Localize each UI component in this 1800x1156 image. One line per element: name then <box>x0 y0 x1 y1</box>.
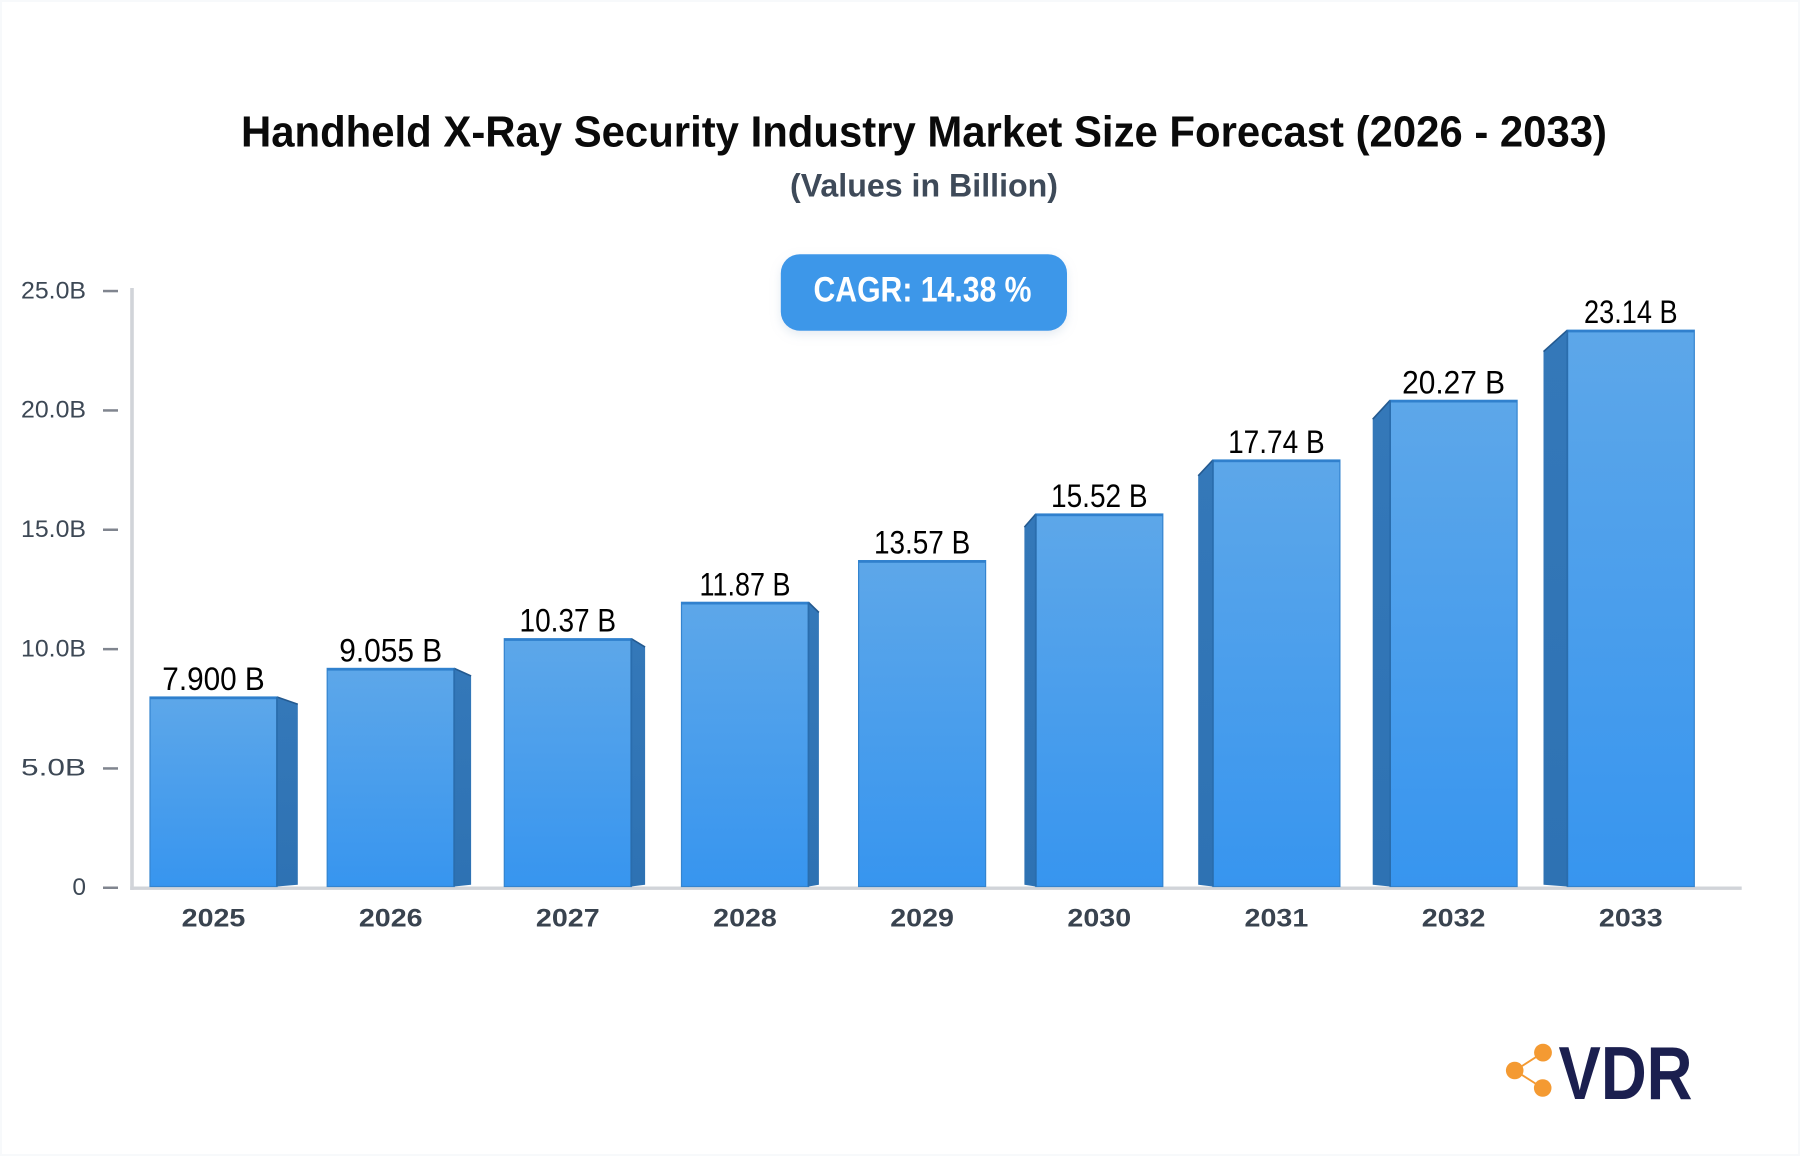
svg-text:2030: 2030 <box>1067 905 1131 933</box>
svg-text:2025: 2025 <box>182 905 246 933</box>
svg-text:Handheld X-Ray Security Indust: Handheld X-Ray Security Industry Market … <box>241 108 1607 157</box>
svg-text:VDR: VDR <box>1559 1031 1693 1115</box>
svg-text:7.900 B: 7.900 B <box>162 661 264 697</box>
svg-text:2029: 2029 <box>890 905 954 933</box>
svg-text:17.74 B: 17.74 B <box>1228 424 1325 460</box>
svg-text:2031: 2031 <box>1245 905 1309 933</box>
svg-text:15.52 B: 15.52 B <box>1051 478 1148 514</box>
svg-text:2027: 2027 <box>536 905 600 933</box>
svg-text:2032: 2032 <box>1422 905 1486 933</box>
svg-text:15.0B: 15.0B <box>21 516 86 543</box>
svg-text:25.0B: 25.0B <box>21 277 86 304</box>
svg-text:(Values in Billion): (Values in Billion) <box>790 168 1058 204</box>
svg-text:20.27 B: 20.27 B <box>1402 364 1505 400</box>
svg-text:5.0B: 5.0B <box>21 755 86 782</box>
svg-text:10.37 B: 10.37 B <box>520 603 617 639</box>
svg-text:2026: 2026 <box>359 905 423 933</box>
svg-text:CAGR: 14.38 %: CAGR: 14.38 % <box>814 270 1032 310</box>
svg-text:23.14 B: 23.14 B <box>1584 294 1678 330</box>
svg-text:11.87 B: 11.87 B <box>700 566 791 602</box>
svg-text:0: 0 <box>72 874 86 901</box>
svg-text:2033: 2033 <box>1599 905 1663 933</box>
svg-text:20.0B: 20.0B <box>21 397 86 424</box>
svg-text:2028: 2028 <box>713 905 777 933</box>
svg-text:13.57 B: 13.57 B <box>874 525 970 561</box>
svg-text:9.055 B: 9.055 B <box>339 632 442 668</box>
svg-text:10.0B: 10.0B <box>21 635 86 662</box>
